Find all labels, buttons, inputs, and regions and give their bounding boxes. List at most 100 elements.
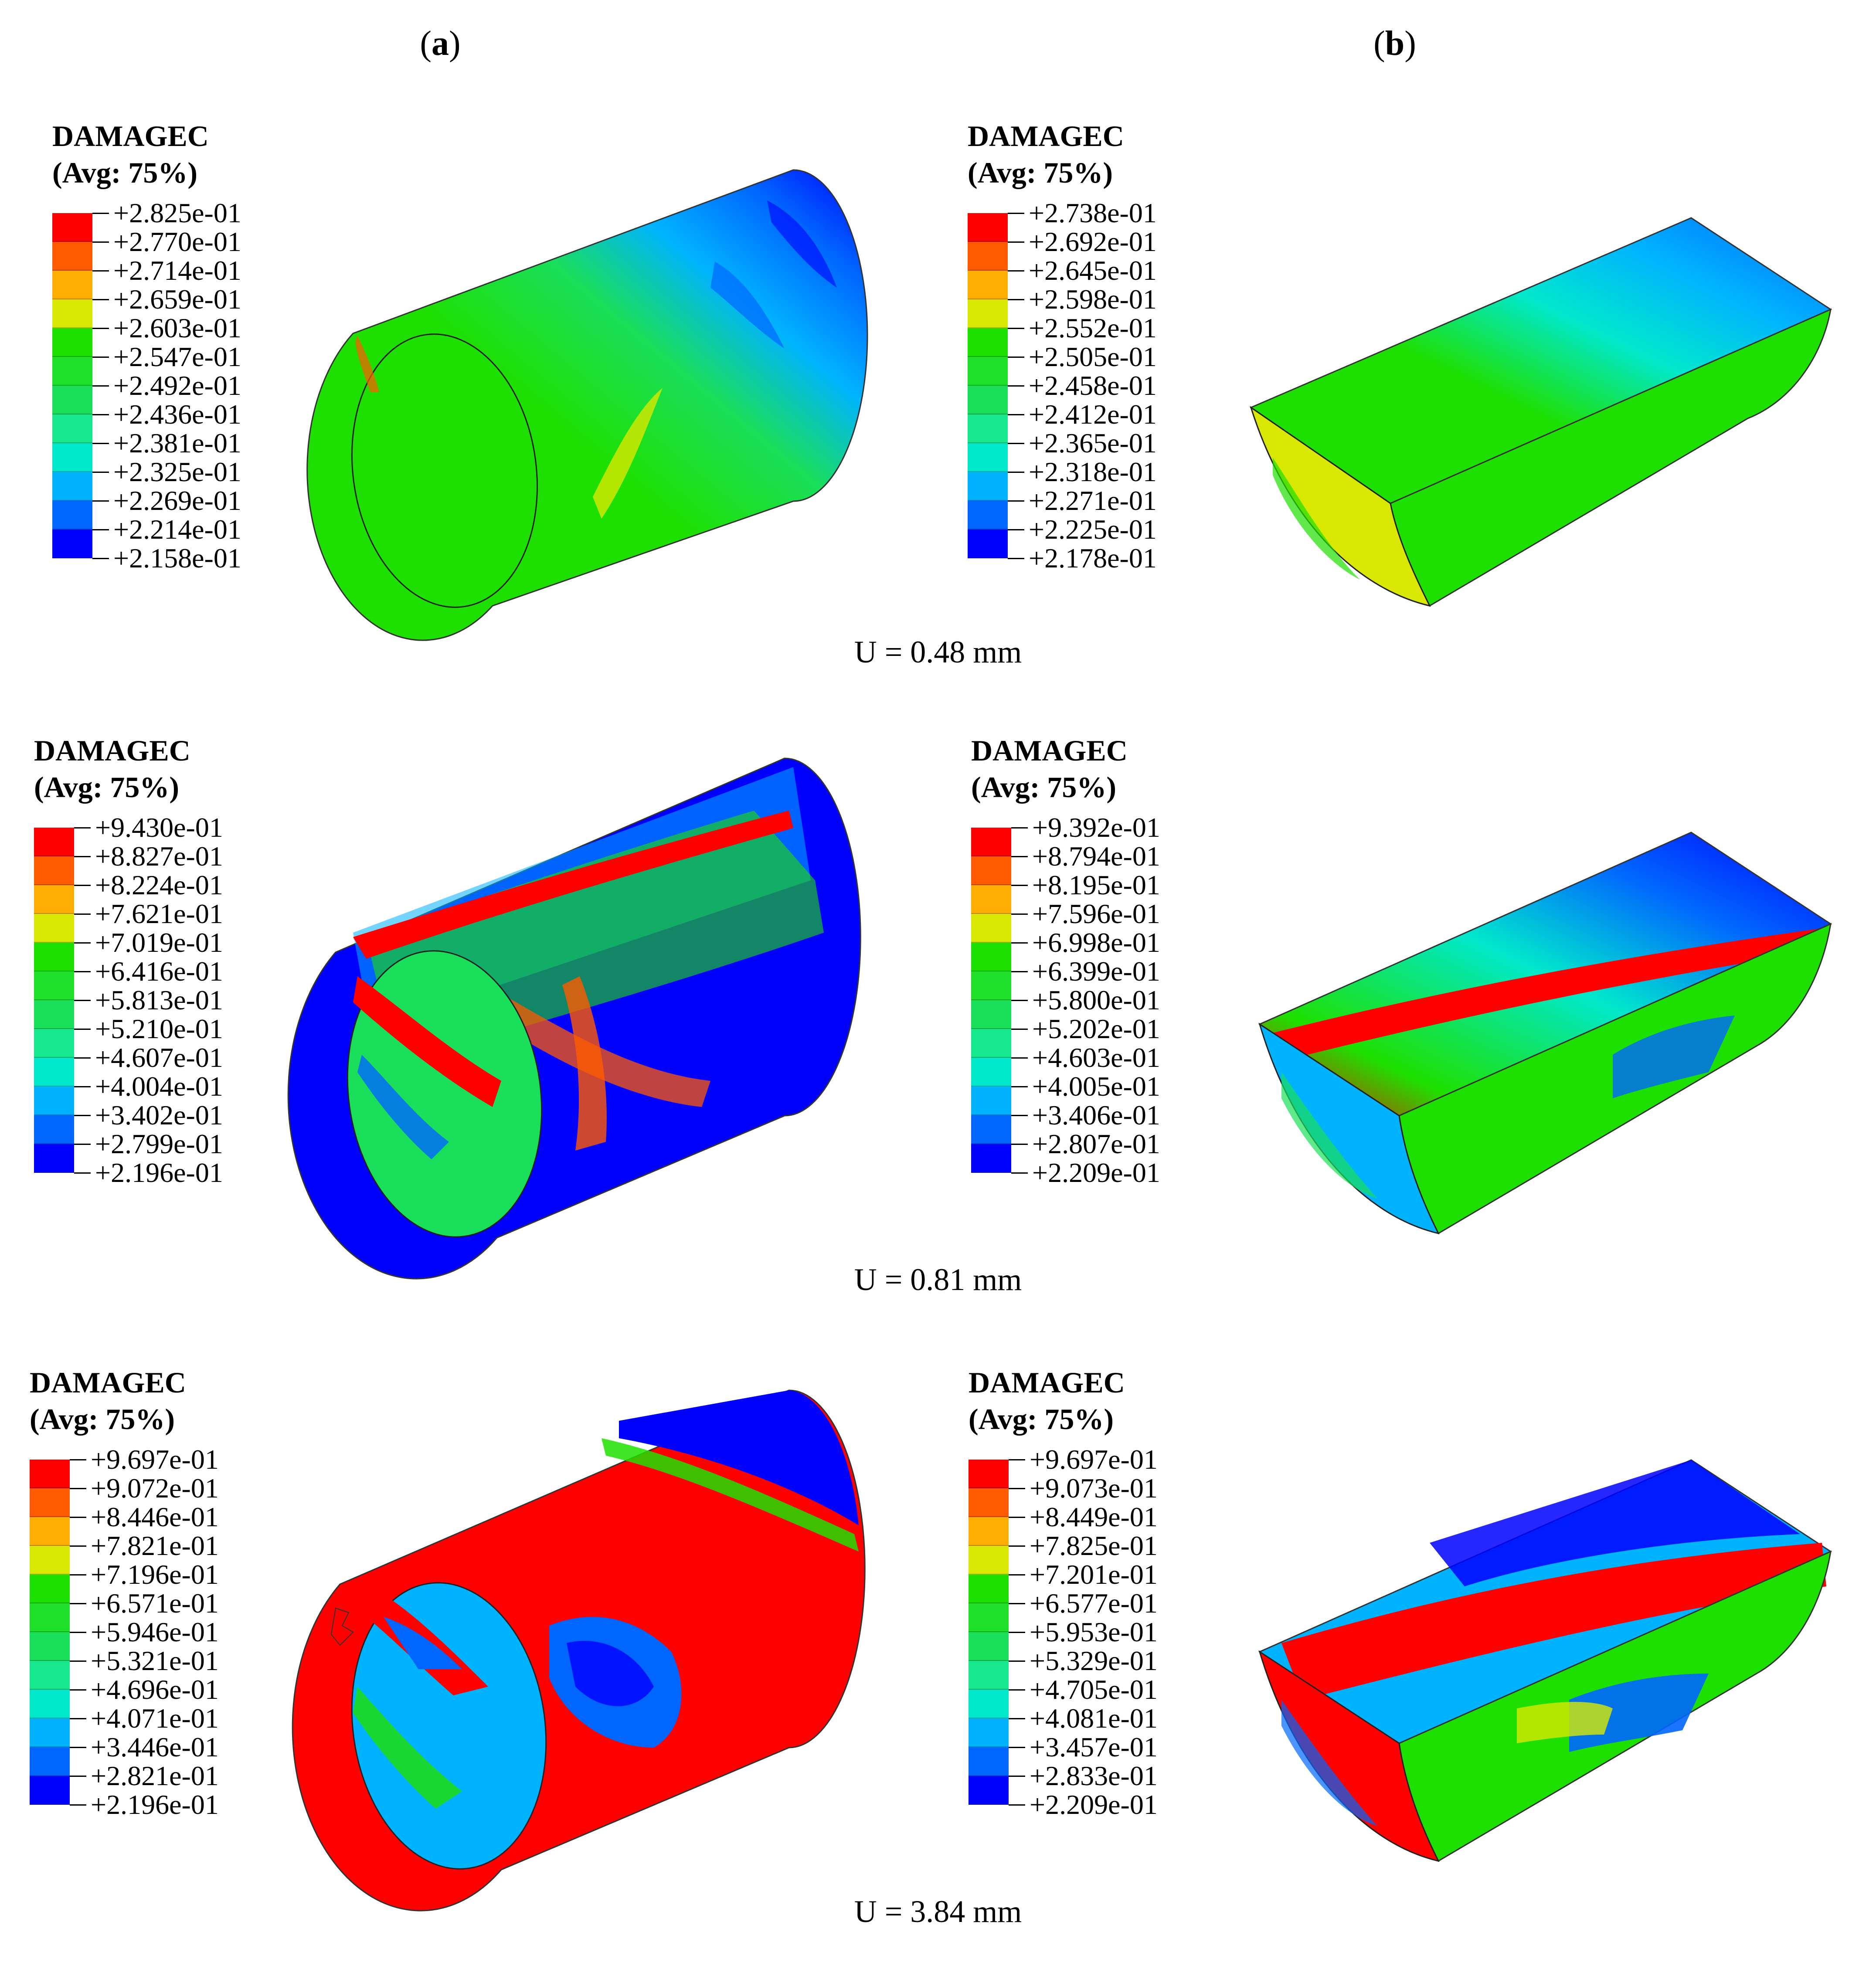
legend-tick: +2.807e-01: [1011, 1130, 1160, 1158]
legend-tick-mark: [70, 1660, 86, 1662]
legend-tick: +8.195e-01: [1011, 871, 1160, 900]
legend-tick-label: +2.645e-01: [1029, 255, 1157, 286]
legend-tick-label: +2.436e-01: [113, 399, 241, 430]
legend-tick-label: +8.446e-01: [91, 1501, 219, 1532]
legend-tick-label: +5.321e-01: [91, 1645, 219, 1676]
legend-tick-label: +5.953e-01: [1030, 1616, 1158, 1647]
legend-tick-label: +5.813e-01: [95, 985, 223, 1015]
legend-tick: +2.492e-01: [92, 371, 241, 400]
legend-tick-label: +8.794e-01: [1032, 841, 1160, 872]
legend-tick-label: +3.457e-01: [1030, 1732, 1158, 1762]
legend-tick: +7.596e-01: [1011, 900, 1160, 928]
legend-color-swatch: [30, 1546, 70, 1575]
legend-tick-label: +2.325e-01: [113, 456, 241, 487]
legend-color-swatch: [34, 1058, 74, 1087]
legend-color-swatch: [34, 856, 74, 885]
legend-tick: +2.196e-01: [74, 1158, 223, 1187]
legend-tick: +2.178e-01: [1008, 544, 1157, 573]
legend-color-swatch: [52, 530, 92, 558]
legend-tick-label: +2.271e-01: [1029, 485, 1157, 516]
legend-tick-mark: [1011, 971, 1028, 972]
legend-tick: +4.004e-01: [74, 1072, 223, 1101]
legend-tick-mark: [1011, 999, 1028, 1001]
legend-tick: +8.446e-01: [70, 1503, 219, 1531]
legend-tick: +2.603e-01: [92, 314, 241, 343]
legend-tick-mark: [74, 971, 91, 972]
legend-tick-mark: [70, 1516, 86, 1518]
legend-tick-mark: [1011, 1057, 1028, 1059]
legend-tick-mark: [70, 1718, 86, 1719]
legend-color-swatch: [30, 1718, 70, 1747]
legend-tick-mark: [70, 1545, 86, 1547]
legend-color-swatch: [971, 1058, 1011, 1087]
legend-tick: +2.214e-01: [92, 515, 241, 544]
legend-tick: +2.645e-01: [1008, 256, 1157, 285]
legend-tick-label: +2.318e-01: [1029, 456, 1157, 487]
legend-tick-mark: [1009, 1718, 1025, 1719]
legend-color-swatch: [969, 1661, 1009, 1690]
legend-tick-mark: [70, 1804, 86, 1806]
legend-tick-mark: [1008, 529, 1024, 530]
legend-color-swatch: [971, 1144, 1011, 1173]
legend-color-swatch: [30, 1460, 70, 1488]
legend-tick: +5.813e-01: [74, 986, 223, 1015]
legend-tick-label: +9.073e-01: [1030, 1473, 1158, 1504]
legend-tick-label: +2.412e-01: [1029, 399, 1157, 430]
legend-tick-label: +4.705e-01: [1030, 1674, 1158, 1705]
legend-tick-mark: [1011, 1172, 1028, 1174]
legend-color-swatch: [969, 1488, 1009, 1517]
legend-tick: +3.457e-01: [1009, 1733, 1158, 1762]
legend-color-swatch: [52, 328, 92, 357]
legend-color-swatch: [968, 530, 1008, 558]
legend-tick-mark: [70, 1603, 86, 1604]
legend-tick-label: +6.416e-01: [95, 956, 223, 987]
legend-color-swatch: [30, 1747, 70, 1776]
legend-color-swatch: [52, 386, 92, 414]
legend-tick-mark: [70, 1459, 86, 1460]
legend-tick: +8.224e-01: [74, 871, 223, 900]
legend-tick: +5.321e-01: [70, 1647, 219, 1675]
legend-color-swatch: [34, 1144, 74, 1173]
legend-color-swatch: [34, 914, 74, 943]
legend-color-swatch: [34, 943, 74, 971]
legend-color-swatch: [971, 1000, 1011, 1029]
legend-tick: +7.201e-01: [1009, 1560, 1158, 1589]
legend-tick: +2.547e-01: [92, 343, 241, 371]
legend-tick-mark: [92, 471, 109, 473]
legend-tick: +2.158e-01: [92, 544, 241, 573]
legend-tick-label: +2.659e-01: [113, 284, 241, 315]
legend-tick: +7.821e-01: [70, 1531, 219, 1560]
legend-tick-mark: [1009, 1516, 1025, 1518]
legend-color-swatch: [971, 856, 1011, 885]
legend-tick-mark: [1008, 471, 1024, 473]
legend-tick-mark: [74, 1086, 91, 1087]
legend-tick: +7.019e-01: [74, 928, 223, 957]
legend-color-swatch: [968, 443, 1008, 472]
legend-tick-label: +4.081e-01: [1030, 1703, 1158, 1734]
legend-tick-label: +7.825e-01: [1030, 1530, 1158, 1561]
legend-tick-mark: [92, 385, 109, 387]
legend-tick-label: +7.196e-01: [91, 1559, 219, 1590]
legend-tick: +2.225e-01: [1008, 515, 1157, 544]
half-cylinder-model-u081: [1258, 832, 1832, 1235]
legend-tick-label: +7.019e-01: [95, 927, 223, 958]
legend-tick-mark: [1011, 884, 1028, 886]
legend-tick-label: +2.214e-01: [113, 514, 241, 545]
legend-color-swatch: [968, 299, 1008, 328]
legend-tick-label: +2.738e-01: [1029, 197, 1157, 228]
legend-tick-label: +8.827e-01: [95, 841, 223, 872]
legend-tick-label: +2.225e-01: [1029, 514, 1157, 545]
legend-color-swatch: [968, 501, 1008, 530]
legend-color-swatch: [968, 414, 1008, 443]
legend-color-swatch: [969, 1546, 1009, 1575]
legend-tick-label: +8.195e-01: [1032, 869, 1160, 900]
legend-tick: +7.621e-01: [74, 900, 223, 928]
legend-tick-label: +2.692e-01: [1029, 226, 1157, 257]
legend-tick-label: +7.596e-01: [1032, 898, 1160, 929]
legend-tick: +2.318e-01: [1008, 458, 1157, 486]
legend-tick-label: +6.577e-01: [1030, 1588, 1158, 1619]
legend-tick-label: +5.202e-01: [1032, 1013, 1160, 1044]
column-label-b: (b): [1373, 24, 1416, 63]
legend-tick-label: +9.392e-01: [1032, 812, 1160, 843]
half-cylinder-model-u048: [1249, 217, 1832, 607]
